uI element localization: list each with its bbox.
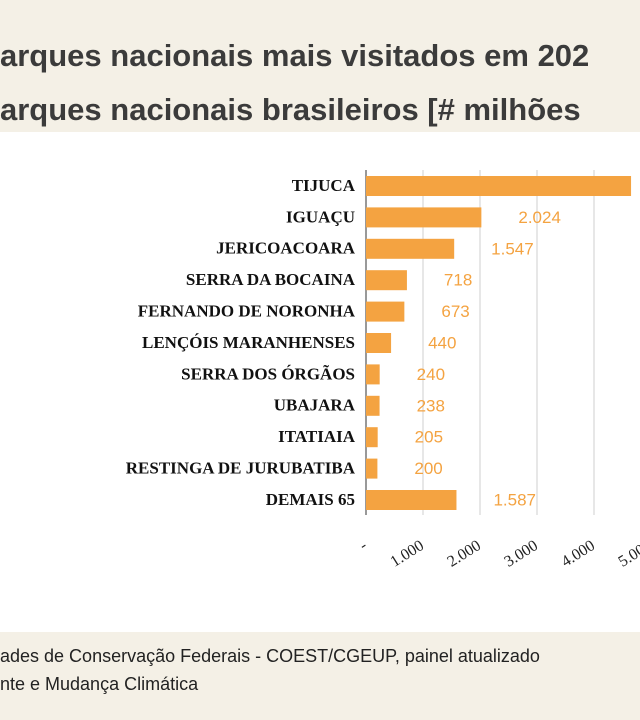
bar [366, 458, 378, 479]
source-line: nte e Mudança Climática [0, 674, 199, 694]
x-tick-label: - [357, 537, 371, 554]
header: arques nacionais mais visitados em 202 a… [0, 0, 640, 132]
x-tick-label: 3.000 [502, 537, 542, 570]
category-label: DEMAIS 65 [266, 490, 355, 509]
category-label: LENÇÓIS MARANHENSES [142, 333, 355, 352]
value-label: 205 [415, 428, 443, 447]
bar [366, 333, 392, 353]
category-label: RESTINGA DE JURUBATIBA [126, 459, 356, 478]
x-tick-label: 1.000 [388, 537, 428, 570]
category-label: JERICOACOARA [216, 239, 356, 258]
value-label: 440 [428, 333, 456, 352]
value-label: 238 [417, 396, 445, 415]
bar [366, 270, 407, 291]
x-tick-label: 5.000 [616, 537, 640, 570]
value-label: 1.547 [491, 239, 534, 258]
bar [366, 490, 457, 510]
footer: ades de Conservação Federais - COEST/CGE… [0, 632, 640, 720]
bar [366, 395, 380, 416]
bar [366, 238, 455, 259]
bar [366, 301, 405, 322]
value-label: 673 [441, 302, 469, 321]
category-label: IGUAÇU [286, 207, 355, 226]
value-label: 240 [417, 365, 445, 384]
chart: -1.000 2.000 3.000 4.000 5.000 TIJUCA IGUAÇU 2.… [126, 170, 640, 571]
category-label: FERNANDO DE NORONHA [138, 302, 356, 321]
subtitle: arques nacionais brasileiros [# milhões [0, 92, 581, 127]
category-label: ITATIAIA [278, 427, 356, 446]
source-line: ades de Conservação Federais - COEST/CGE… [0, 646, 540, 666]
value-label: 1.587 [493, 490, 536, 509]
x-tick-label: 2.000 [445, 537, 485, 570]
bar [366, 427, 378, 448]
bar [366, 364, 380, 385]
bar [366, 207, 482, 228]
value-label: 718 [444, 271, 472, 290]
x-tick-label: 4.000 [559, 537, 599, 570]
bar [366, 176, 632, 196]
title: arques nacionais mais visitados em 202 [0, 38, 590, 73]
category-label: SERRA DA BOCAINA [186, 270, 356, 289]
category-label: UBAJARA [274, 396, 356, 415]
category-label: SERRA DOS ÓRGÃOS [181, 364, 355, 383]
value-label: 200 [414, 459, 442, 478]
category-label: TIJUCA [292, 176, 356, 195]
value-label: 2.024 [518, 208, 561, 227]
